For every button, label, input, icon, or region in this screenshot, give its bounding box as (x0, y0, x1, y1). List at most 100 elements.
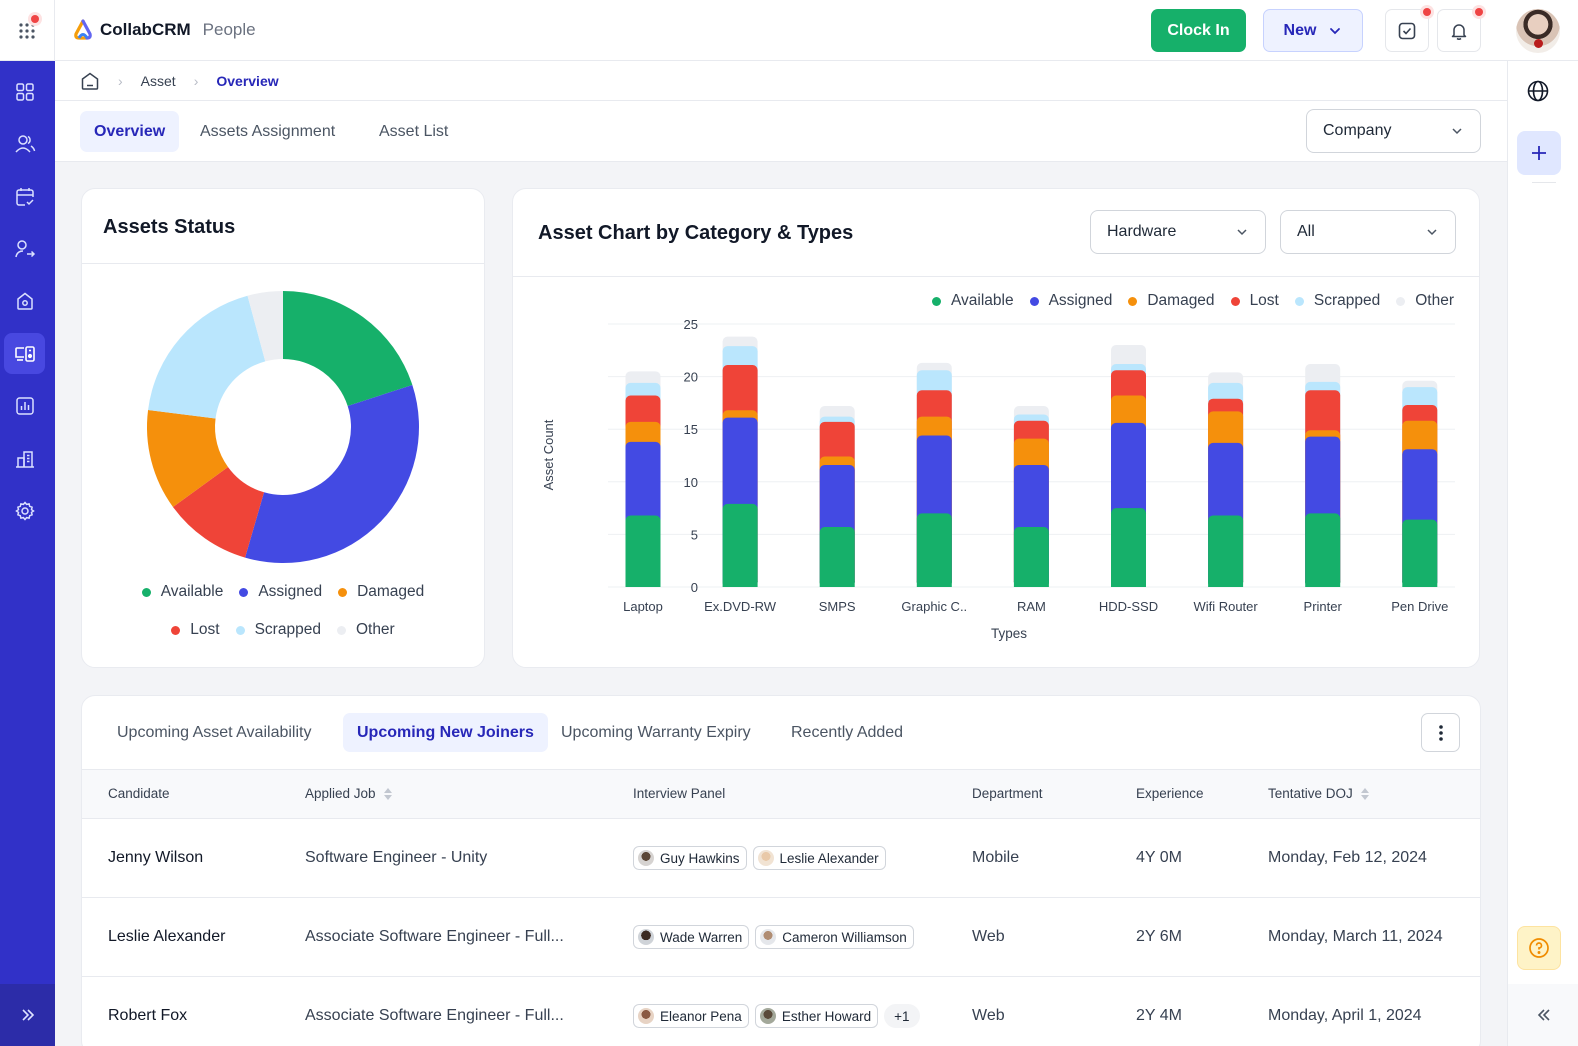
company-select[interactable]: Company (1306, 109, 1481, 153)
legend-item-assigned[interactable]: Assigned (239, 583, 322, 601)
bar-segment-available[interactable] (1402, 519, 1438, 587)
legend-item-assigned[interactable]: Assigned (1029, 292, 1112, 310)
vertical-dots-icon (1438, 724, 1443, 741)
help-button[interactable] (1517, 926, 1561, 970)
sidebar-item-dashboard[interactable] (4, 71, 45, 112)
breadcrumb-separator-icon: › (193, 72, 199, 89)
candidate-name: Leslie Alexander (108, 928, 226, 945)
bar-segment-available[interactable] (916, 513, 952, 587)
column-header-applied-job[interactable]: Applied Job (305, 786, 392, 801)
department: Web (972, 928, 1005, 945)
donut-slice-available[interactable] (283, 291, 413, 406)
sidebar-item-settings[interactable] (4, 490, 45, 531)
legend-item-available[interactable]: Available (141, 583, 223, 601)
donut-slice-lost[interactable] (172, 466, 265, 558)
tentative-doj: Monday, March 11, 2024 (1268, 928, 1443, 945)
panelist-chip[interactable]: Leslie Alexander (752, 846, 886, 870)
sidebar-item-user-transfer[interactable] (4, 228, 45, 269)
bar-base (819, 581, 855, 587)
bar-group-printer (1305, 363, 1341, 587)
x-tick-label: Wifi Router (1193, 599, 1258, 614)
x-tick-label: RAM (1017, 599, 1046, 614)
legend-item-damaged[interactable]: Damaged (338, 583, 424, 601)
sidebar-item-people[interactable] (4, 123, 45, 164)
legend-item-scrapped[interactable]: Scrapped (235, 621, 321, 639)
language-button[interactable] (1526, 79, 1550, 108)
home-icon[interactable] (80, 71, 100, 91)
legend-item-lost[interactable]: Lost (1230, 292, 1279, 310)
app-name: CollabCRM (100, 20, 191, 39)
tab-recently-added[interactable]: Recently Added (791, 723, 904, 741)
tab-upcoming-warranty-expiry[interactable]: Upcoming Warranty Expiry (561, 723, 751, 741)
sidebar-item-home[interactable] (4, 280, 45, 321)
donut-slice-other[interactable] (247, 291, 283, 362)
bar-segment-available[interactable] (1111, 508, 1146, 587)
tab-upcoming-new-joiners[interactable]: Upcoming New Joiners (343, 713, 548, 752)
tab-upcoming-asset-availability[interactable]: Upcoming Asset Availability (117, 723, 312, 741)
legend-item-scrapped[interactable]: Scrapped (1294, 292, 1380, 310)
new-button[interactable]: New (1263, 9, 1363, 52)
rail-collapse-button[interactable] (1508, 984, 1578, 1046)
bar-base (1208, 581, 1244, 587)
legend-label: Other (1415, 292, 1454, 309)
table-row[interactable]: Robert Fox Associate Software Engineer -… (82, 977, 1480, 1046)
legend-swatch (1230, 296, 1240, 306)
donut-slice-assigned[interactable] (245, 384, 420, 563)
legend-swatch (171, 625, 181, 635)
panelist-chip[interactable]: Cameron Williamson (755, 925, 914, 949)
tab-asset-list[interactable]: Asset List (379, 122, 449, 140)
column-label: Interview Panel (633, 786, 726, 801)
sidebar-expand-button[interactable] (0, 984, 55, 1046)
category-select[interactable]: Hardware (1090, 210, 1266, 254)
legend-label: Assigned (258, 583, 323, 600)
app-launcher-button[interactable] (0, 0, 55, 61)
panelist-avatar (759, 1008, 776, 1024)
legend-item-lost[interactable]: Lost (171, 621, 220, 639)
bar-segment-available[interactable] (1208, 515, 1244, 587)
x-tick-label: SMPS (819, 599, 856, 614)
bar-segment-available[interactable] (722, 503, 758, 587)
bar-segment-available[interactable] (625, 515, 661, 587)
quick-add-button[interactable] (1517, 131, 1561, 175)
sidebar-item-assets[interactable] (4, 333, 45, 374)
sort-icon[interactable] (1360, 787, 1369, 800)
card-divider (82, 263, 484, 264)
column-header-experience: Experience (1136, 786, 1204, 801)
donut-slice-scrapped[interactable] (148, 295, 266, 419)
panelist-chip[interactable]: Wade Warren (633, 925, 750, 949)
tab-assets-assignment[interactable]: Assets Assignment (200, 122, 336, 140)
user-transfer-icon (14, 239, 35, 257)
sidebar-item-organization[interactable] (4, 438, 45, 479)
type-select[interactable]: All (1280, 210, 1456, 254)
table-row[interactable]: Leslie Alexander Associate Software Engi… (82, 898, 1480, 977)
donut-slice-damaged[interactable] (147, 409, 228, 507)
bar-segment-available[interactable] (1013, 527, 1049, 587)
legend-item-available[interactable]: Available (931, 292, 1014, 310)
more-options-button[interactable] (1421, 713, 1460, 752)
panelist-chip[interactable]: Esther Howard (754, 1004, 879, 1028)
notifications-button[interactable] (1437, 8, 1483, 52)
breadcrumb-asset[interactable]: Asset (140, 72, 176, 89)
sidebar-item-reports[interactable] (4, 385, 45, 426)
column-label: Tentative DOJ (1268, 786, 1353, 801)
legend-item-other[interactable]: Other (1396, 292, 1454, 310)
candidate-name: Robert Fox (108, 1007, 188, 1024)
panelist-chip[interactable]: Guy Hawkins (633, 846, 747, 870)
brand[interactable]: CollabCRM People (72, 19, 256, 41)
tasks-button[interactable] (1385, 8, 1431, 52)
more-panelists-chip[interactable]: +1 (884, 1004, 920, 1028)
sort-icon[interactable] (383, 787, 392, 800)
bar-segment-available[interactable] (1305, 513, 1341, 587)
tab-overview[interactable]: Overview (80, 111, 180, 152)
legend-item-damaged[interactable]: Damaged (1128, 292, 1215, 310)
column-header-tentative-doj[interactable]: Tentative DOJ (1268, 786, 1369, 801)
user-avatar[interactable] (1516, 9, 1560, 53)
legend-item-other[interactable]: Other (336, 621, 395, 639)
bar-segment-available[interactable] (819, 527, 855, 587)
joiners-card: Upcoming Asset Availability Upcoming New… (81, 695, 1481, 1046)
table-row[interactable]: Jenny Wilson Software Engineer - Unity G… (82, 819, 1480, 898)
panelist-chip[interactable]: Eleanor Pena (633, 1004, 749, 1028)
sidebar-item-calendar[interactable] (4, 176, 45, 217)
clock-in-button[interactable]: Clock In (1151, 9, 1246, 52)
bar-group-pen-drive (1402, 380, 1438, 587)
